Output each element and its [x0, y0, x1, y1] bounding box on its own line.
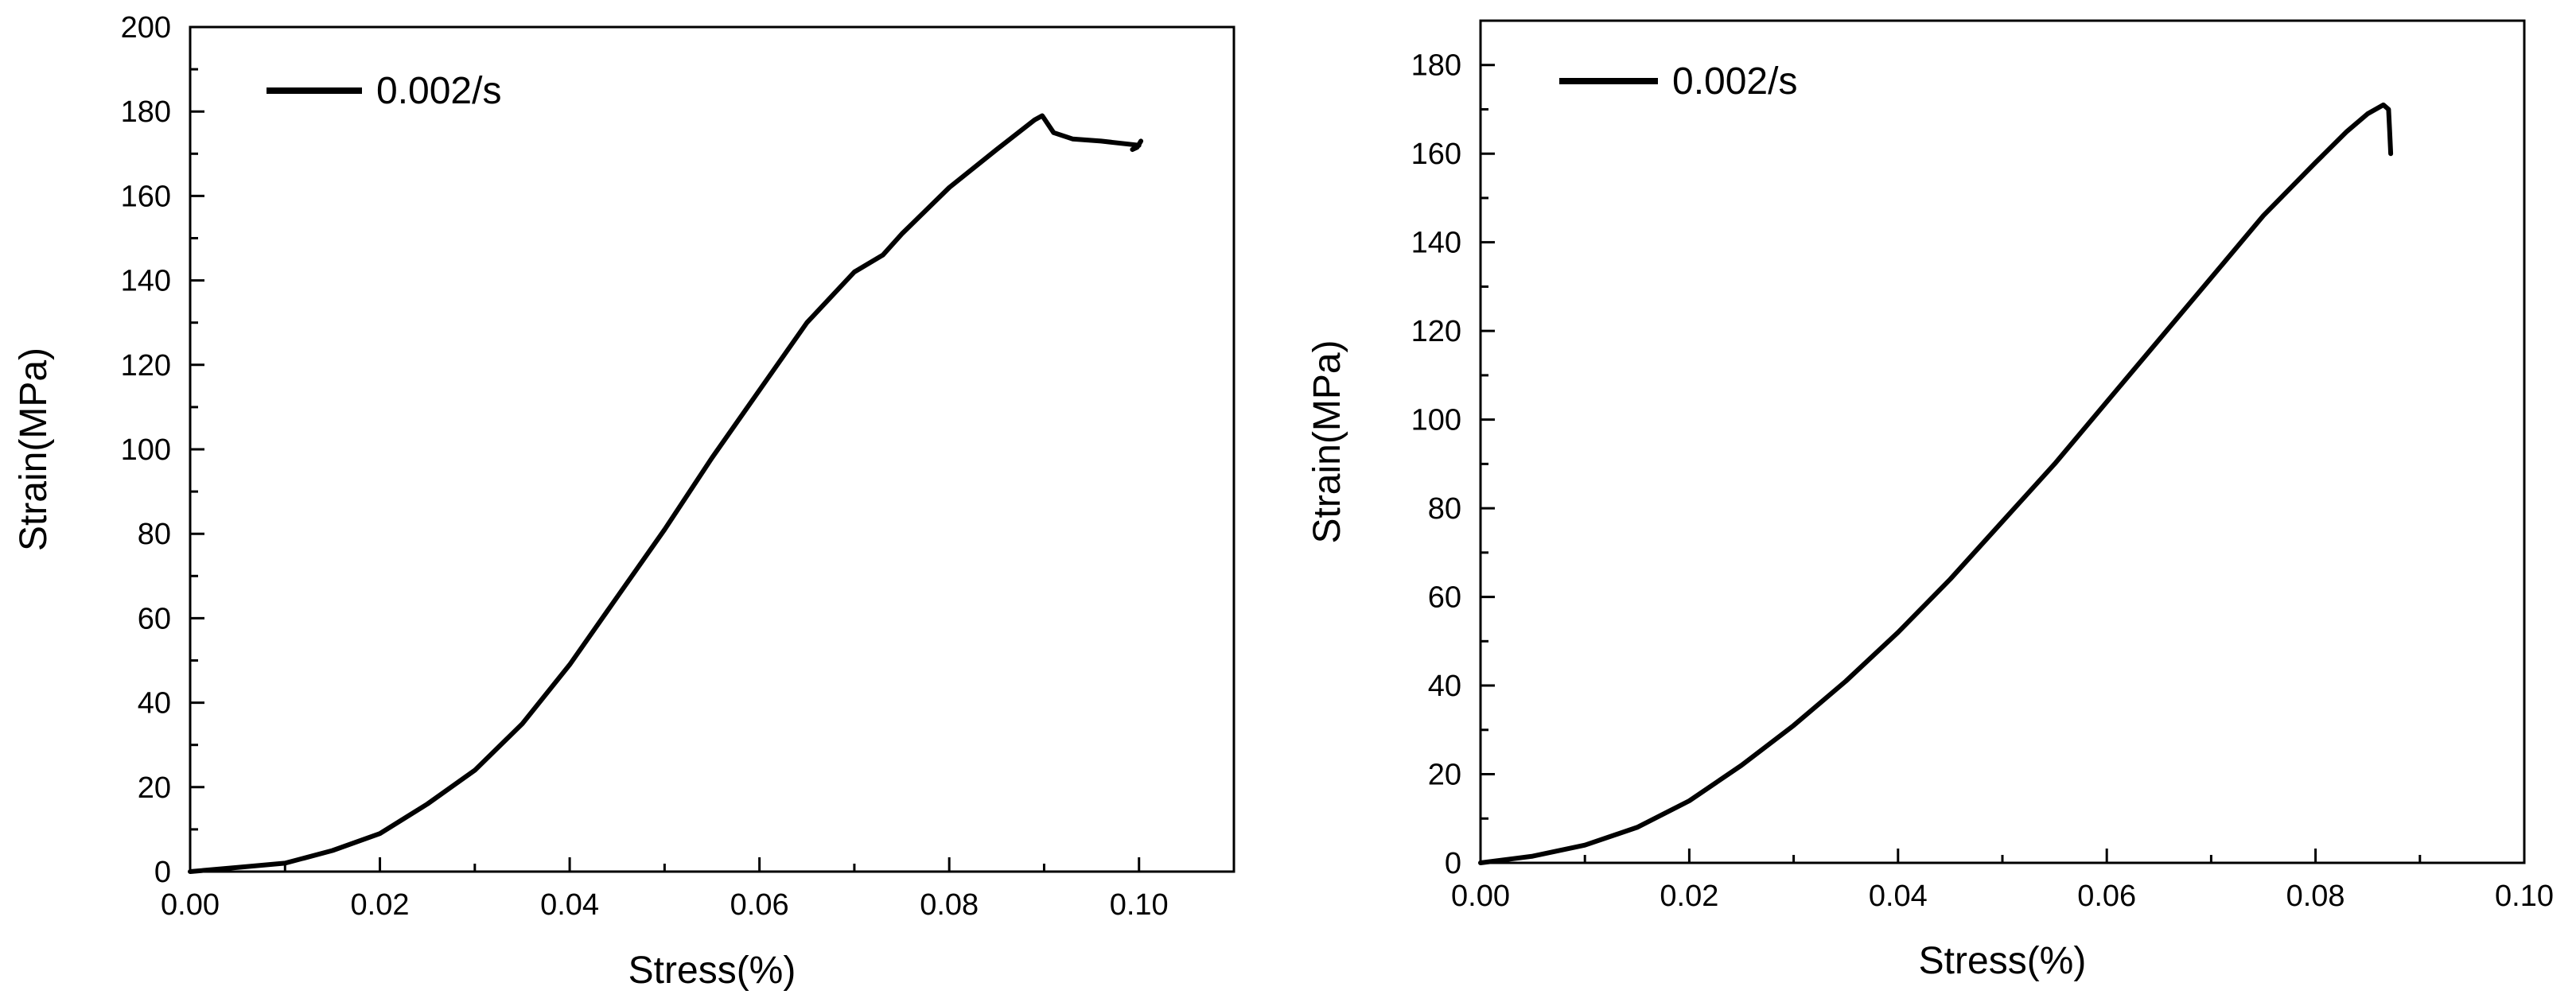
x-tick-label: 0.04 [540, 888, 599, 922]
x-tick-label: 0.06 [730, 888, 789, 922]
legend-label: 0.002/s [1672, 60, 1797, 103]
x-tick-label: 0.04 [1869, 880, 1928, 913]
y-tick-label: 80 [1428, 492, 1461, 526]
x-tick-label: 0.10 [2495, 880, 2554, 913]
y-tick-label: 180 [121, 95, 171, 129]
chart-left: 0.00 0.02 0.04 0.06 0.08 0.10 0 20 40 60 80 100 120 1… [13, 11, 1235, 992]
plot-frame [1479, 19, 2526, 864]
x-axis-title: Stress(%) [628, 950, 796, 992]
chart-right: 0.00 0.02 0.04 0.06 0.08 0.10 0 20 40 60 80 100 120 1… [1306, 19, 2554, 982]
series-line [1478, 102, 2394, 865]
y-tick-label: 80 [138, 518, 171, 551]
legend-label: 0.002/s [376, 70, 501, 112]
x-tick-label: 0.06 [2077, 880, 2136, 913]
y-tick-label: 60 [1428, 581, 1461, 615]
x-tick-label: 0.08 [2286, 880, 2345, 913]
y-tick-label: 40 [138, 687, 171, 721]
y-tick-label: 120 [121, 349, 171, 383]
x-tick-label: 0.02 [1660, 880, 1718, 913]
series-line [188, 113, 1144, 874]
y-tick-label: 180 [1411, 49, 1461, 83]
plot-frame [189, 25, 1235, 873]
y-tick-label: 0 [154, 856, 171, 889]
y-tick-label: 140 [1411, 227, 1461, 260]
y-tick-label: 120 [1411, 315, 1461, 348]
y-axis-title: Strain(MPa) [13, 348, 55, 551]
x-tick-label: 0.10 [1110, 888, 1169, 922]
y-tick-label: 100 [121, 433, 171, 467]
x-tick-label: 0.00 [161, 888, 220, 922]
y-tick-label: 200 [121, 11, 171, 45]
y-tick-label: 160 [121, 180, 171, 213]
x-tick-label: 0.02 [351, 888, 410, 922]
y-tick-label: 20 [1428, 759, 1461, 792]
x-axis-title: Stress(%) [1919, 940, 2087, 982]
y-tick-label: 20 [138, 771, 171, 805]
y-tick-label: 40 [1428, 670, 1461, 703]
y-tick-label: 160 [1411, 138, 1461, 171]
y-tick-label: 0 [1445, 847, 1461, 880]
x-tick-label: 0.00 [1451, 880, 1510, 913]
y-tick-label: 140 [121, 265, 171, 298]
y-tick-label: 100 [1411, 404, 1461, 437]
y-axis-title: Strain(MPa) [1306, 340, 1348, 543]
x-tick-label: 0.08 [920, 888, 979, 922]
y-tick-label: 60 [138, 602, 171, 635]
